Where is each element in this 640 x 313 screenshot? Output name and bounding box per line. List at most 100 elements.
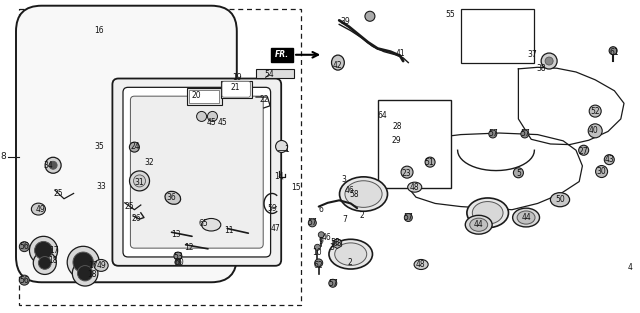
Text: 5: 5 [516, 169, 521, 178]
Text: 58: 58 [349, 190, 360, 199]
Text: 57: 57 [328, 279, 338, 288]
Circle shape [513, 168, 524, 178]
Text: 51: 51 [424, 158, 434, 167]
Ellipse shape [339, 177, 388, 211]
Text: 52: 52 [590, 107, 600, 115]
Circle shape [196, 111, 207, 121]
Text: 6: 6 [319, 205, 324, 213]
Ellipse shape [472, 202, 503, 224]
Text: 50: 50 [555, 195, 565, 204]
Text: 1: 1 [284, 145, 289, 154]
Circle shape [314, 244, 321, 250]
Text: 4: 4 [628, 263, 633, 272]
Circle shape [604, 155, 614, 165]
Text: 48: 48 [410, 183, 420, 192]
Bar [256, 69, 294, 78]
Circle shape [29, 236, 58, 264]
Text: 17: 17 [88, 261, 98, 270]
Text: 21: 21 [231, 83, 240, 92]
Text: 58: 58 [330, 238, 340, 247]
Text: 35: 35 [94, 142, 104, 151]
Ellipse shape [332, 55, 344, 70]
Bar [378, 100, 451, 188]
Circle shape [401, 166, 413, 178]
Text: 25: 25 [124, 202, 134, 211]
Text: 32: 32 [144, 158, 154, 167]
Circle shape [589, 105, 601, 117]
Circle shape [308, 219, 316, 227]
Ellipse shape [513, 208, 540, 227]
Text: 22: 22 [260, 95, 269, 104]
Ellipse shape [165, 191, 180, 204]
Circle shape [588, 124, 602, 138]
Text: 57: 57 [488, 130, 498, 138]
Text: 19: 19 [232, 73, 242, 82]
Text: 57: 57 [307, 218, 317, 227]
Circle shape [425, 157, 435, 167]
Circle shape [72, 260, 98, 286]
Circle shape [276, 141, 287, 152]
Text: 56: 56 [19, 276, 29, 285]
Text: 63: 63 [332, 239, 342, 248]
Text: 28: 28 [393, 122, 402, 131]
Bar [19, 9, 301, 305]
Text: 40: 40 [589, 126, 599, 135]
Bar [461, 9, 534, 63]
Text: 11: 11 [225, 227, 234, 235]
Circle shape [365, 11, 375, 21]
Text: 42: 42 [333, 61, 343, 70]
Ellipse shape [94, 259, 108, 271]
FancyBboxPatch shape [222, 81, 250, 97]
Circle shape [596, 166, 607, 177]
Text: 38: 38 [536, 64, 546, 73]
Circle shape [404, 213, 412, 222]
Text: 45: 45 [218, 118, 228, 126]
Text: 34: 34 [43, 162, 53, 170]
Circle shape [579, 145, 589, 155]
Circle shape [77, 265, 93, 281]
Text: 18: 18 [49, 256, 58, 265]
Circle shape [175, 259, 181, 265]
Text: 30: 30 [596, 167, 607, 176]
Ellipse shape [329, 239, 372, 269]
Text: 31: 31 [134, 178, 145, 187]
Circle shape [174, 252, 182, 260]
Text: 10: 10 [312, 249, 323, 257]
Text: 23: 23 [401, 169, 412, 178]
Text: 8: 8 [1, 152, 6, 161]
Text: 60: 60 [174, 259, 184, 267]
Text: 3: 3 [342, 176, 347, 184]
Ellipse shape [517, 211, 535, 224]
Ellipse shape [408, 182, 422, 192]
Ellipse shape [550, 193, 570, 207]
Text: 46: 46 [344, 187, 355, 195]
Text: 25: 25 [53, 189, 63, 198]
Text: 39: 39 [340, 17, 351, 26]
Text: 27: 27 [579, 147, 589, 156]
Text: 12: 12 [185, 243, 194, 252]
Text: 16: 16 [94, 26, 104, 35]
Ellipse shape [465, 215, 492, 234]
Text: 2: 2 [348, 259, 353, 267]
Text: 64: 64 [377, 111, 387, 120]
Ellipse shape [414, 259, 428, 269]
Text: 33: 33 [96, 182, 106, 191]
Text: 7: 7 [342, 215, 347, 223]
Text: 43: 43 [604, 155, 614, 164]
Circle shape [73, 252, 93, 273]
Circle shape [318, 232, 324, 238]
Circle shape [49, 161, 57, 169]
Bar [189, 90, 219, 103]
Circle shape [129, 171, 150, 191]
Text: 57: 57 [403, 213, 413, 222]
Text: 13: 13 [171, 230, 181, 239]
Circle shape [207, 111, 218, 121]
Circle shape [33, 251, 56, 275]
Ellipse shape [31, 203, 45, 215]
Ellipse shape [467, 198, 509, 228]
Text: 62: 62 [314, 261, 324, 270]
Ellipse shape [335, 243, 367, 265]
FancyBboxPatch shape [123, 87, 271, 257]
Ellipse shape [470, 218, 488, 231]
FancyBboxPatch shape [131, 96, 263, 248]
